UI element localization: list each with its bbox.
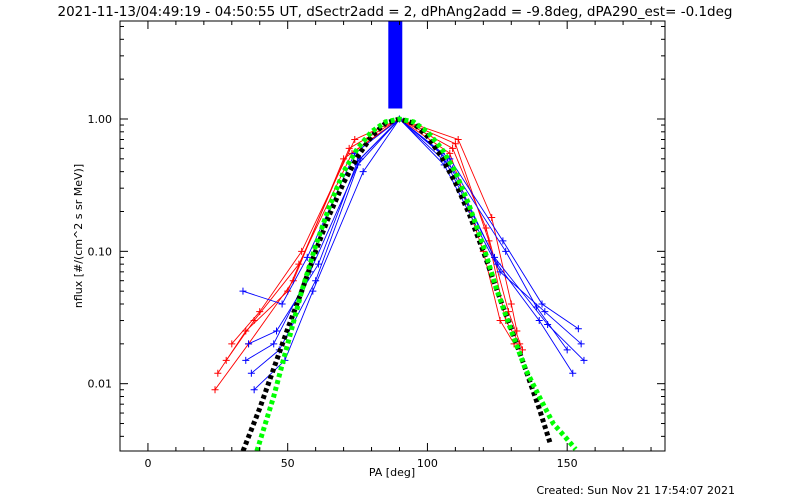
series-point-red-2 [507, 300, 515, 308]
series-point-blue-7 [250, 386, 258, 394]
series-point-blue-5 [496, 268, 504, 276]
series-point-red-1 [449, 144, 457, 152]
x-axis-label: PA [deg] [369, 466, 415, 479]
series-point-red-2 [488, 214, 496, 222]
series-point-blue-8 [273, 327, 281, 335]
series-point-red-2 [454, 135, 462, 143]
series-point-blue-6 [239, 287, 247, 295]
series-point-blue-6 [278, 300, 286, 308]
series-point-red-3 [228, 340, 236, 348]
series-point-red-2 [211, 386, 219, 394]
plot-area-frame [119, 20, 666, 452]
series-point-blue-6 [574, 325, 582, 333]
x-tick-label: 150 [557, 457, 578, 470]
x-axis: 0 50 100 150 [119, 21, 652, 470]
series-point-blue-7 [491, 253, 499, 261]
series-point-blue-4 [270, 340, 278, 348]
fit-curve-green [254, 116, 578, 451]
series-point-red-0 [214, 369, 222, 377]
series-point-red-1 [222, 356, 230, 364]
series-point-red-2 [513, 327, 521, 335]
series-point-blue-6 [499, 237, 507, 245]
vertical-band-group [388, 21, 403, 109]
series-point-blue-4 [242, 356, 250, 364]
series-point-blue-8 [502, 247, 510, 255]
series-point-blue-7 [359, 168, 367, 176]
series-point-red-3 [298, 247, 306, 255]
y-axis: 0.01 0.10 1.00 [88, 25, 665, 437]
series-point-blue-4 [569, 369, 577, 377]
x-tick-label: 0 [144, 457, 151, 470]
series-point-red-3 [256, 308, 264, 316]
series-point-blue-6 [538, 300, 546, 308]
series-point-blue-8 [245, 340, 253, 348]
series-point-blue-5 [247, 369, 255, 377]
created-timestamp: Created: Sun Nov 21 17:54:07 2021 [536, 484, 735, 497]
chart-title: 2021-11-13/04:49:19 - 04:50:55 UT, dSect… [57, 4, 732, 20]
series-point-blue-5 [577, 340, 585, 348]
fit-group [240, 116, 578, 451]
vertical-band [388, 21, 403, 109]
y-tick-label: 0.01 [88, 378, 113, 391]
series-point-red-1 [518, 346, 526, 354]
series-point-blue-8 [314, 260, 322, 268]
series-point-red-1 [482, 224, 490, 232]
series-point-blue-7 [309, 287, 317, 295]
series-point-red-3 [351, 135, 359, 143]
x-tick-label: 50 [281, 457, 295, 470]
x-tick-label: 100 [417, 457, 438, 470]
series-point-red-3 [496, 317, 504, 325]
series-point-blue-8 [532, 303, 540, 311]
y-tick-label: 0.10 [88, 245, 113, 258]
series-point-blue-4 [535, 317, 543, 325]
y-tick-label: 1.00 [88, 113, 113, 126]
series-point-blue-6 [303, 253, 311, 261]
series-point-red-0 [451, 140, 459, 148]
series-point-blue-5 [312, 277, 320, 285]
series-point-blue-8 [563, 346, 571, 354]
series-point-blue-7 [580, 356, 588, 364]
y-axis-label: nflux [#/(cm^2 s sr MeV)] [72, 164, 85, 308]
series-point-blue-5 [541, 308, 549, 316]
